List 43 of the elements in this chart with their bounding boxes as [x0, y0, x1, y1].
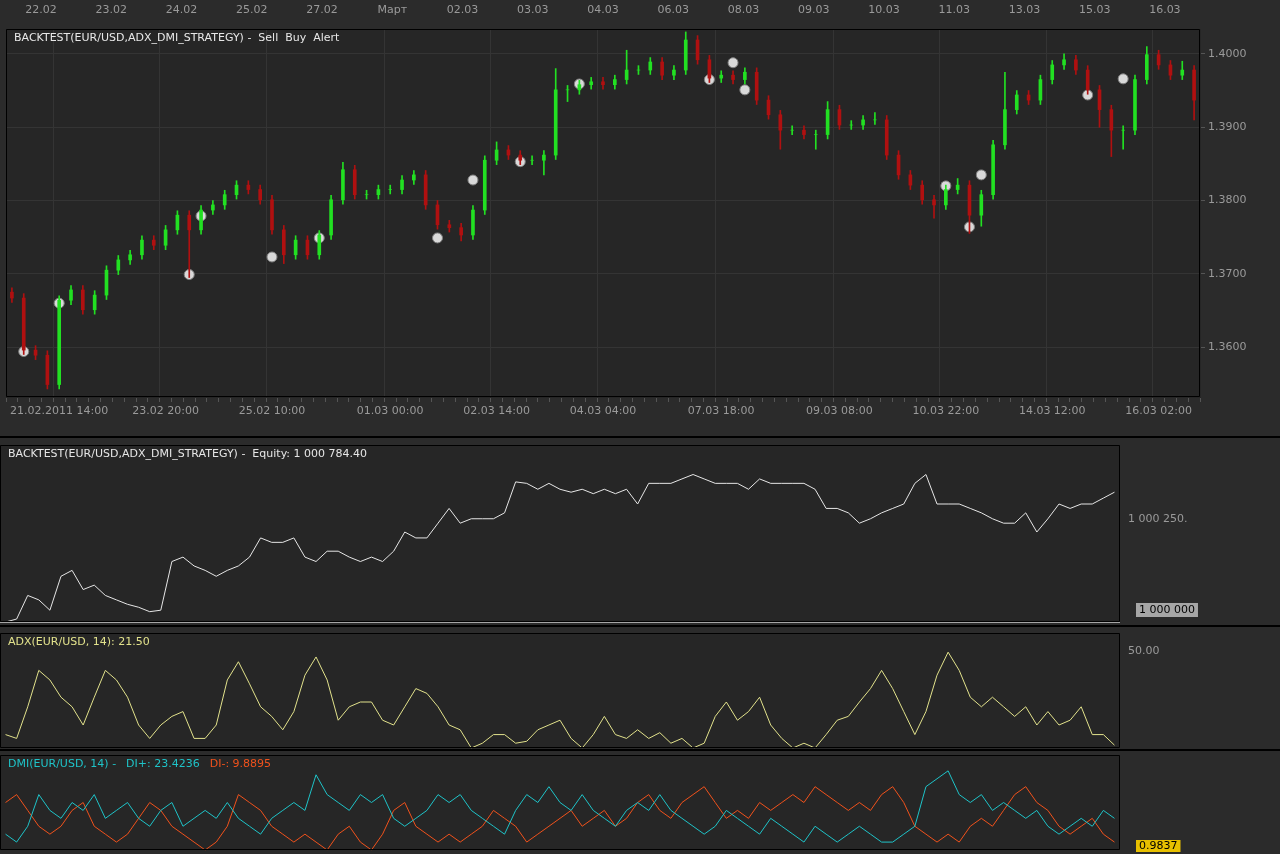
x-tick-label: 10.03 22:00	[912, 404, 980, 418]
x-tick-label: 09.03 08:00	[806, 404, 873, 418]
y-tick-label: 1.4000	[1208, 46, 1247, 60]
y-tick-label: 1.3700	[1208, 266, 1247, 280]
x-tick-label: 02.03 14:00	[463, 404, 530, 418]
text: Март	[377, 2, 408, 16]
text: 27.02	[306, 2, 338, 16]
text: 16.03	[1149, 2, 1181, 16]
text: 03.03	[517, 2, 549, 16]
y-tick-label: 1.3900	[1208, 120, 1247, 134]
y-tick-label: 1.3600	[1208, 340, 1247, 354]
text: 10.03	[868, 2, 900, 16]
text: 02.03	[446, 2, 479, 16]
x-tick-label: 14.03 12:00	[1018, 404, 1086, 418]
text: 09.03	[797, 2, 830, 16]
chart-title: BACKTEST(EUR/USD,ADX_DMI_STRATEGY) - Equity: 1 000 784.40	[8, 447, 368, 461]
text: 04.03	[587, 2, 619, 16]
text: DI+: 23.4236	[126, 757, 200, 771]
x-tick-label: 25.02 10:00	[238, 404, 306, 418]
x-tick-label: 07.03 18:00	[687, 404, 755, 418]
text: 11.03	[938, 2, 970, 16]
chart-title: DMI(EUR/USD, 14) -	[8, 757, 117, 771]
text: 1 000 000	[1139, 602, 1195, 616]
text: 25.02	[236, 2, 268, 16]
x-tick-label: 21.02.2011 14:00	[10, 404, 109, 418]
chart-title: BACKTEST(EUR/USD,ADX_DMI_STRATEGY) - Sell Buy Alert	[14, 31, 341, 45]
text: 50.00	[1128, 643, 1160, 657]
text: 1 000 250.	[1128, 511, 1188, 525]
x-tick-label: 04.03 04:00	[569, 404, 637, 418]
text: 24.02	[165, 2, 198, 16]
text: 13.03	[1008, 2, 1041, 16]
text: 0.9837	[1139, 839, 1178, 853]
x-tick-label: 23.02 20:00	[132, 404, 199, 418]
text: 06.03	[657, 2, 689, 16]
chart-title: ADX(EUR/USD, 14): 21.50	[8, 635, 150, 649]
text: 15.03	[1078, 2, 1111, 16]
text: DI-: 9.8895	[209, 757, 272, 771]
text: 22.02	[25, 2, 57, 16]
y-tick-label: 1.3800	[1208, 193, 1247, 207]
x-tick-label: 01.03 00:00	[356, 404, 424, 418]
x-tick-label: 16.03 02:00	[1125, 404, 1192, 418]
text: 23.02	[95, 2, 128, 16]
text: 08.03	[727, 2, 760, 16]
